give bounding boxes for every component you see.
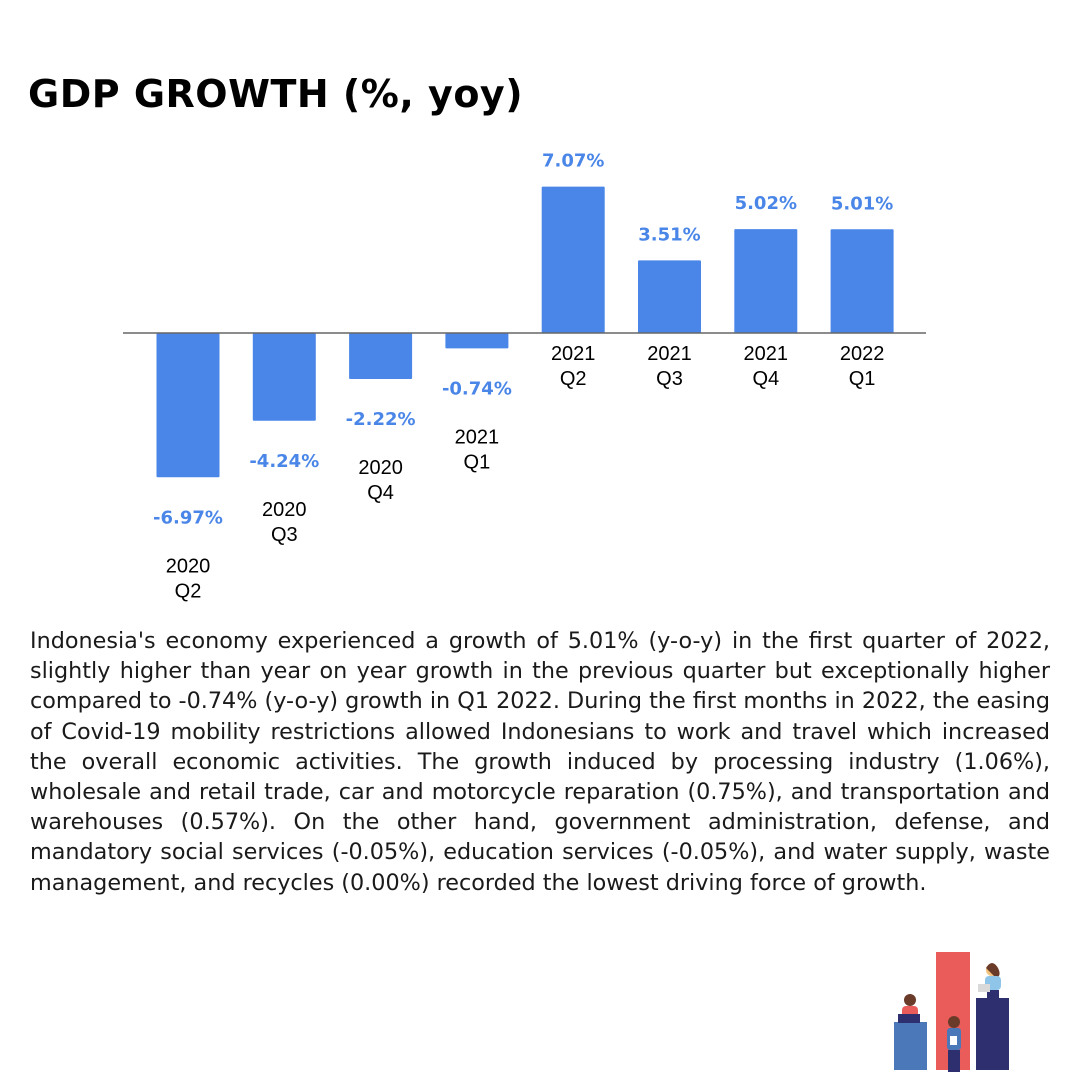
category-quarter: Q2 (175, 580, 202, 602)
bar (638, 260, 701, 333)
category-label: 2020 Q2 (166, 555, 211, 602)
category-label: 2020 Q4 (358, 457, 403, 504)
illustration-bar-blue (894, 1022, 927, 1070)
gdp-bar-chart: -6.97% 2020 Q2 -4.24% 2020 Q3 -2.22% 2020 Q4 -0.7… (123, 151, 926, 603)
value-label: 5.01% (831, 193, 893, 214)
people-on-bar-chart-illustration (894, 952, 1009, 1072)
document-icon (950, 1036, 957, 1045)
category-year: 2020 (358, 457, 403, 479)
person-legs (948, 1050, 960, 1072)
value-label: 7.07% (542, 151, 604, 172)
category-label: 2021 Q4 (744, 343, 789, 390)
category-year: 2021 (744, 343, 789, 365)
laptop-icon (898, 1014, 920, 1023)
category-year: 2021 (647, 343, 692, 365)
category-quarter: Q3 (656, 368, 683, 390)
category-year: 2022 (840, 343, 885, 365)
value-label: -4.24% (249, 451, 319, 472)
value-label: -2.22% (346, 409, 416, 430)
laptop-icon (978, 984, 990, 992)
bar (349, 333, 413, 379)
bar (252, 333, 316, 421)
value-label: -0.74% (442, 378, 512, 399)
person-hair (986, 963, 1000, 978)
category-year: 2021 (455, 426, 500, 448)
chart-title: GDP GROWTH (%, yoy) (28, 72, 524, 116)
category-year: 2020 (166, 555, 211, 577)
category-label: 2020 Q3 (262, 499, 307, 546)
person-legs (987, 990, 999, 1000)
bars-layer (156, 186, 894, 478)
value-label: -6.97% (153, 507, 223, 528)
category-quarter: Q3 (271, 524, 298, 546)
category-quarter: Q4 (752, 368, 779, 390)
bar (830, 229, 894, 333)
category-quarter: Q1 (464, 451, 491, 473)
labels-layer: -6.97% 2020 Q2 -4.24% 2020 Q3 -2.22% 2020 Q4 -0.7… (153, 151, 893, 603)
person-head (948, 1016, 960, 1028)
category-quarter: Q2 (560, 368, 587, 390)
value-label: 5.02% (735, 193, 797, 214)
person-head (904, 994, 916, 1006)
category-label: 2021 Q2 (551, 343, 596, 390)
category-label: 2021 Q3 (647, 343, 692, 390)
illustration-bar-navy (976, 998, 1009, 1070)
category-quarter: Q1 (849, 368, 876, 390)
category-year: 2021 (551, 343, 596, 365)
bar (445, 333, 509, 349)
category-quarter: Q4 (367, 482, 394, 504)
description-paragraph: Indonesia's economy experienced a growth… (30, 628, 1050, 896)
category-year: 2020 (262, 499, 307, 521)
bar (734, 229, 798, 333)
category-label: 2022 Q1 (840, 343, 885, 390)
bar (156, 333, 220, 478)
bar (541, 186, 605, 333)
category-label: 2021 Q1 (455, 426, 500, 473)
value-label: 3.51% (638, 224, 700, 245)
